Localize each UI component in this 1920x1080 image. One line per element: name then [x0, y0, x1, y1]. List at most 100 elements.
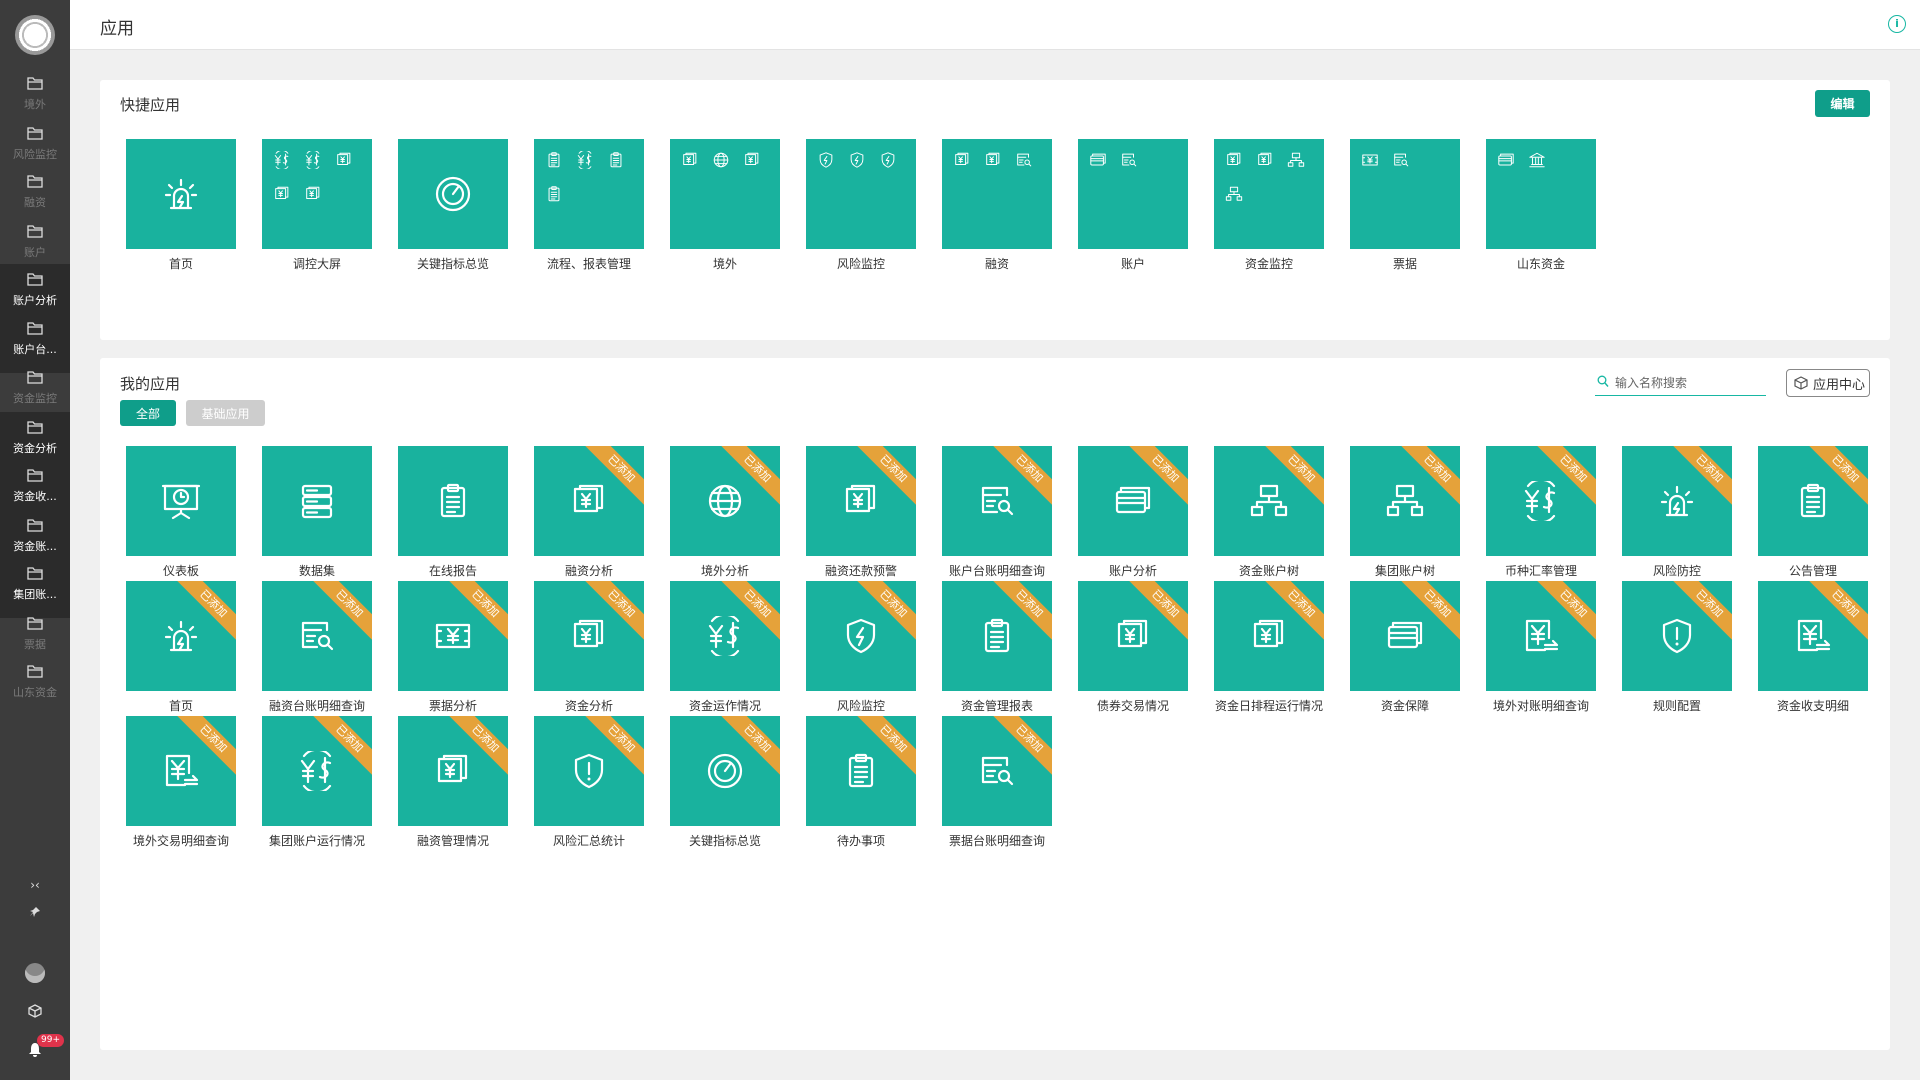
quick-app-tile[interactable]: 调控大屏	[262, 139, 372, 272]
my-app-tile[interactable]: 已添加 融资台账明细查询	[262, 581, 372, 714]
alarm-icon	[164, 178, 198, 210]
yen-dollar-icon	[305, 151, 320, 169]
app-center-button[interactable]: 应用中心	[1786, 369, 1870, 397]
sidebar-item-label: 资金监控	[13, 392, 57, 405]
sidebar-item[interactable]: 融资	[0, 166, 70, 226]
app-name: 账户分析	[1108, 564, 1157, 578]
app-name: 仪表板	[162, 564, 199, 578]
folder-icon	[27, 77, 43, 90]
my-app-tile[interactable]: 已添加 风险监控	[806, 581, 916, 714]
my-app-tile[interactable]: 已添加 资金日排程运行情况	[1214, 581, 1324, 714]
app-name: 风险监控	[836, 257, 885, 271]
my-app-tile[interactable]: 已添加 关键指标总览	[670, 716, 780, 849]
sidebar-item[interactable]: 风险监控	[0, 118, 70, 178]
money-icon	[955, 152, 969, 165]
my-app-tile[interactable]: 已添加 票据台账明细查询	[942, 716, 1052, 849]
my-app-tile[interactable]: 已添加 融资还款预警	[806, 446, 916, 579]
my-app-tile[interactable]: 已添加 公告管理	[1758, 446, 1868, 579]
app-name: 风险防控	[1652, 564, 1701, 578]
my-app-tile[interactable]: 已添加 账户台账明细查询	[942, 446, 1052, 579]
my-app-tile[interactable]: 已添加 资金收支明细	[1758, 581, 1868, 714]
company-logo	[15, 15, 55, 55]
user-avatar[interactable]	[25, 963, 45, 983]
quick-app-tile[interactable]: 境外	[670, 139, 780, 272]
yen-dollar-icon	[1524, 481, 1556, 521]
my-app-tile[interactable]: 已添加 票据分析	[398, 581, 508, 714]
sidebar-item-label: 账户分析	[13, 294, 57, 307]
my-app-tile[interactable]: 已添加 境外对账明细查询	[1486, 581, 1596, 714]
filter-all-button[interactable]: 全部	[120, 400, 176, 426]
info-icon[interactable]: i	[1888, 15, 1906, 33]
my-app-tile[interactable]: 已添加 资金账户树	[1214, 446, 1324, 579]
quick-app-tile[interactable]: 流程、报表管理	[534, 139, 644, 272]
yen-dollar-icon	[274, 151, 289, 169]
my-app-tile[interactable]: 已添加 境外交易明细查询	[126, 716, 236, 849]
quick-app-tile[interactable]: 山东资金	[1486, 139, 1596, 272]
my-app-tile[interactable]: 已添加 待办事项	[806, 716, 916, 849]
quick-app-tile[interactable]: 资金监控	[1214, 139, 1324, 272]
sidebar-item-label: 集团账...	[13, 588, 57, 601]
quick-apps-panel: 快捷应用 编辑 首页 调控大屏 关键指标总览 流程、报表管理 境外 风险监控 融资 账户 资金监…	[100, 80, 1890, 340]
filter-basic-button[interactable]: 基础应用	[186, 400, 265, 426]
my-app-tile[interactable]: 已添加 境外分析	[670, 446, 780, 579]
app-name: 融资分析	[564, 564, 613, 578]
sidebar-item[interactable]: 境外	[0, 68, 70, 128]
my-app-tile[interactable]: 已添加 资金运作情况	[670, 581, 780, 714]
quick-app-tile[interactable]: 关键指标总览	[398, 139, 508, 272]
my-app-tile[interactable]: 已添加 融资分析	[534, 446, 644, 579]
collapse-icon[interactable]: ›‹	[30, 878, 40, 892]
sidebar-item[interactable]: 账户	[0, 216, 70, 276]
my-app-tile[interactable]: 仪表板	[126, 446, 236, 579]
app-name: 山东资金	[1516, 257, 1565, 271]
my-app-tile[interactable]: 数据集	[262, 446, 372, 579]
app-name: 境外	[712, 257, 737, 271]
my-app-tile[interactable]: 已添加 资金保障	[1350, 581, 1460, 714]
dataset-icon	[301, 484, 333, 519]
gauge-icon	[435, 176, 471, 212]
quick-app-tile[interactable]: 融资	[942, 139, 1052, 272]
app-name: 关键指标总览	[416, 257, 489, 271]
my-app-tile[interactable]: 已添加 账户分析	[1078, 446, 1188, 579]
sidebar-item[interactable]: 账户台...	[0, 313, 70, 373]
sidebar-item[interactable]: 集团账...	[0, 558, 70, 618]
cube-icon[interactable]	[0, 1004, 70, 1021]
app-name: 票据	[1392, 257, 1417, 271]
my-app-tile[interactable]: 已添加 资金分析	[534, 581, 644, 714]
money-icon	[573, 619, 604, 648]
folder-icon	[27, 175, 43, 188]
my-app-tile[interactable]: 已添加 风险汇总统计	[534, 716, 644, 849]
quick-app-tile[interactable]: 票据	[1350, 139, 1460, 272]
clipboard-icon	[548, 152, 560, 168]
quick-app-tile[interactable]: 账户	[1078, 139, 1188, 272]
app-name: 数据集	[298, 564, 335, 578]
quick-app-tile[interactable]: 风险监控	[806, 139, 916, 272]
bell-icon[interactable]	[27, 1042, 43, 1058]
sidebar-item[interactable]: 资金监控	[0, 362, 70, 422]
sidebar-item[interactable]: 票据	[0, 608, 70, 668]
my-app-tile[interactable]: 已添加 资金管理报表	[942, 581, 1052, 714]
my-app-tile[interactable]: 已添加 币种汇率管理	[1486, 446, 1596, 579]
my-app-tile[interactable]: 已添加 集团账户运行情况	[262, 716, 372, 849]
app-name: 融资还款预警	[824, 564, 897, 578]
top-header: 应用 i	[70, 0, 1920, 50]
pin-icon[interactable]	[0, 906, 70, 921]
money-icon	[683, 152, 697, 165]
app-name: 票据分析	[428, 699, 477, 713]
my-app-tile[interactable]: 已添加 首页	[126, 581, 236, 714]
search-input[interactable]	[1615, 374, 1763, 392]
sidebar-item[interactable]: 山东资金	[0, 656, 70, 716]
sidebar-item-label: 境外	[24, 98, 46, 111]
my-app-tile[interactable]: 已添加 规则配置	[1622, 581, 1732, 714]
quick-app-tile[interactable]: 首页	[126, 139, 236, 272]
edit-button[interactable]: 编辑	[1815, 90, 1870, 117]
search-doc-icon	[1017, 153, 1032, 167]
sidebar-item-label: 账户	[24, 246, 46, 259]
my-app-tile[interactable]: 已添加 集团账户树	[1350, 446, 1460, 579]
module-icon	[27, 273, 43, 286]
my-app-tile[interactable]: 已添加 债券交易情况	[1078, 581, 1188, 714]
clipboard-icon	[610, 152, 622, 168]
my-app-tile[interactable]: 在线报告	[398, 446, 508, 579]
money-icon	[1258, 152, 1272, 165]
my-app-tile[interactable]: 已添加 风险防控	[1622, 446, 1732, 579]
my-app-tile[interactable]: 已添加 融资管理情况	[398, 716, 508, 849]
